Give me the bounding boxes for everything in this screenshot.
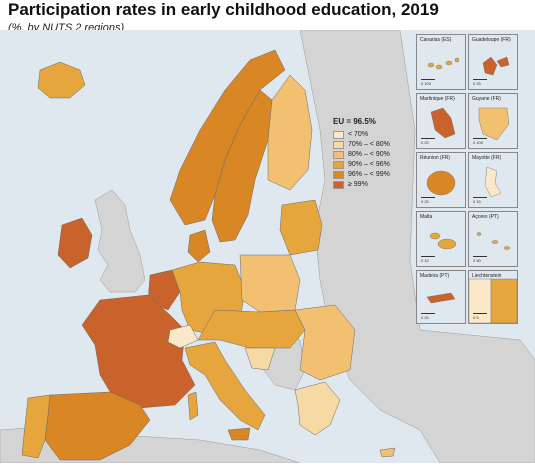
scale-bar: 0 20 <box>421 313 435 320</box>
scale-bar: 0 100 <box>421 79 436 86</box>
region-switzerland <box>167 324 199 349</box>
page-title: Participation rates in early childhood e… <box>8 0 439 19</box>
inset-label: Guyane (FR) <box>472 96 501 102</box>
region-poland <box>239 254 301 313</box>
legend-title: EU = 96.5% <box>333 117 376 126</box>
legend-label: < 70% <box>348 131 369 138</box>
region-romania-bulgaria <box>294 304 356 381</box>
legend-swatch <box>333 150 344 159</box>
scale-bar: 0 10 <box>421 256 435 263</box>
region-italy <box>184 341 266 431</box>
legend-item: 80% – < 90% <box>333 150 415 159</box>
inset-guadeloupe: Guadeloupe (FR) 0 25 <box>468 34 518 90</box>
legend-swatch <box>333 160 344 169</box>
legend-swatch <box>333 130 344 139</box>
inset-label: Guadeloupe (FR) <box>472 37 511 43</box>
inset-shape <box>426 170 456 196</box>
inset-label: Mayotte (FR) <box>472 155 502 161</box>
inset-shape <box>430 107 456 139</box>
scale-bar: 0 20 <box>421 197 435 204</box>
region-sweden <box>211 89 273 243</box>
region-greece <box>294 381 341 436</box>
legend-label: 70% – < 80% <box>348 141 390 148</box>
inset-label: Liechtenstein <box>472 273 502 279</box>
legend-item: < 70% <box>333 130 415 139</box>
inset-label: Madeira (PT) <box>420 273 450 279</box>
region-france <box>81 294 196 409</box>
inset-shape <box>469 278 517 323</box>
region-finland <box>267 74 313 191</box>
region-cyprus <box>379 447 396 458</box>
region-denmark <box>187 229 211 263</box>
inset-shape <box>426 292 456 304</box>
legend-label: 80% – < 90% <box>348 151 390 158</box>
inset-label: Malta <box>420 214 433 220</box>
inset-label: Martinique (FR) <box>420 96 455 102</box>
inset-label: Açores (PT) <box>472 214 499 220</box>
scale-bar: 0 100 <box>473 138 488 145</box>
inset-label: Réunion (FR) <box>420 155 451 161</box>
legend-item: ≥ 99% <box>333 180 415 189</box>
region-ireland <box>57 217 93 269</box>
inset-canarias: Canarias (ES) 0 100 <box>416 34 466 90</box>
scale-bar: 0 5 <box>473 313 486 320</box>
scale-bar: 0 15 <box>473 197 487 204</box>
legend: EU = 96.5% < 70% 70% – < 80% 80% – < 90%… <box>333 117 415 190</box>
inset-shape <box>476 232 511 250</box>
inset-label: Canarias (ES) <box>420 37 452 43</box>
legend-swatch <box>333 170 344 179</box>
region-iceland <box>37 61 86 99</box>
map-svg <box>0 29 535 464</box>
inset-acores: Açores (PT) 0 50 <box>468 211 518 267</box>
scale-bar: 0 20 <box>421 138 435 145</box>
legend-label: 96% – < 99% <box>348 171 390 178</box>
inset-shape <box>478 107 510 141</box>
region-central-europe <box>197 309 306 349</box>
region-norway <box>169 49 286 226</box>
region-sicily <box>227 427 251 441</box>
inset-shape <box>427 57 460 70</box>
inset-madeira: Madeira (PT) 0 20 <box>416 270 466 324</box>
scale-bar: 0 50 <box>473 256 487 263</box>
non-eu-land-uk <box>94 189 146 293</box>
inset-reunion: Réunion (FR) 0 20 <box>416 152 466 208</box>
legend-item: 70% – < 80% <box>333 140 415 149</box>
region-sardinia <box>187 391 199 421</box>
legend-item: 96% – < 99% <box>333 170 415 179</box>
inset-shape <box>484 166 502 198</box>
inset-malta: Malta 0 10 <box>416 211 466 267</box>
legend-swatch <box>333 140 344 149</box>
inset-guyane: Guyane (FR) 0 100 <box>468 93 518 149</box>
inset-shape <box>429 232 457 250</box>
region-baltics <box>279 199 323 256</box>
inset-shape <box>482 56 510 76</box>
legend-label: ≥ 99% <box>348 181 368 188</box>
legend-swatch <box>333 180 344 189</box>
region-croatia <box>244 347 276 371</box>
legend-item: 90% – < 96% <box>333 160 415 169</box>
inset-martinique: Martinique (FR) 0 20 <box>416 93 466 149</box>
legend-label: 90% – < 96% <box>348 161 390 168</box>
scale-bar: 0 25 <box>473 79 487 86</box>
inset-liechtenstein: Liechtenstein 0 5 <box>468 270 518 324</box>
inset-mayotte: Mayotte (FR) 0 15 <box>468 152 518 208</box>
region-portugal <box>21 394 51 459</box>
